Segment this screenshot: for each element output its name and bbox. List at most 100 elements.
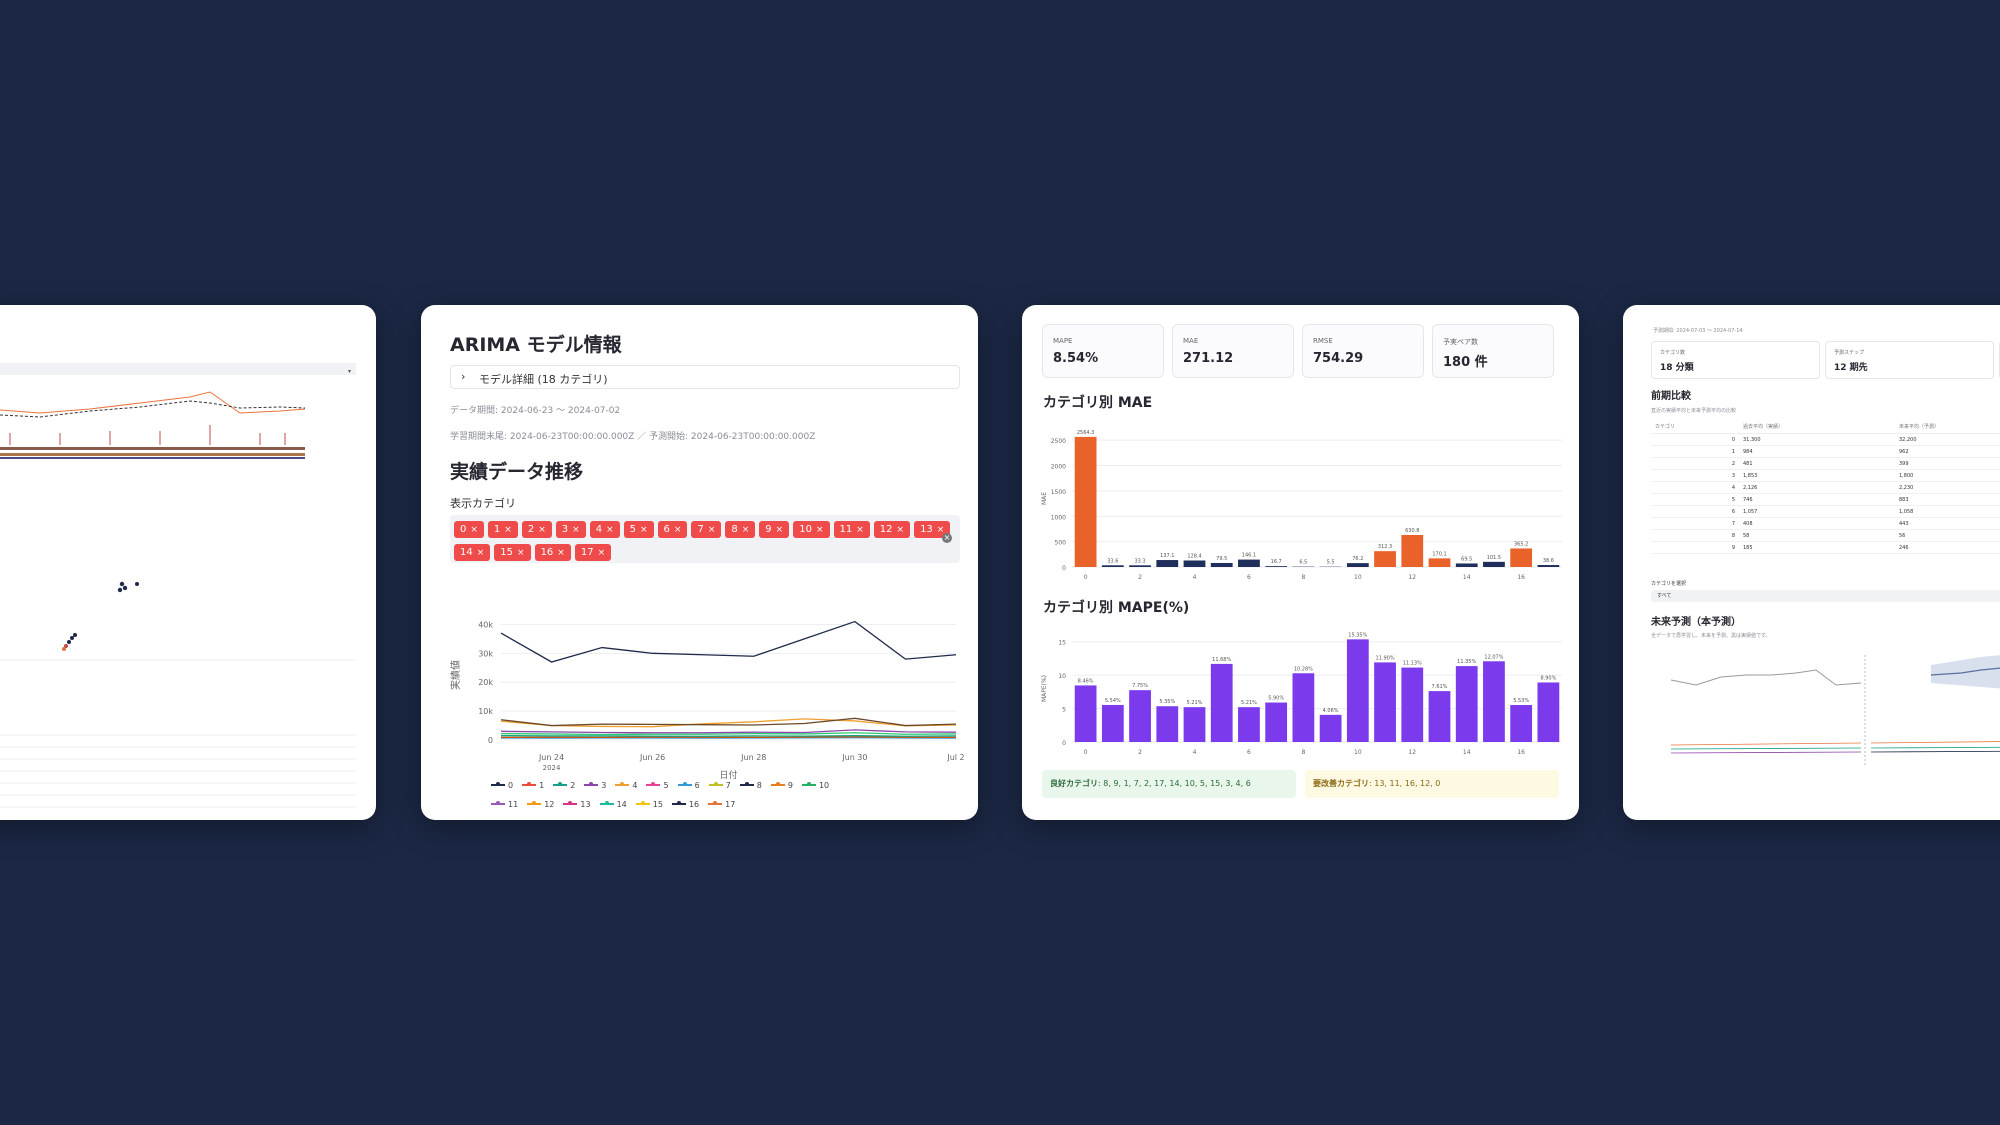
category-tag-7[interactable]: 7 × bbox=[691, 521, 722, 538]
bar-value-label: 5.5 bbox=[1327, 560, 1335, 566]
category-tag-4[interactable]: 4 × bbox=[589, 521, 620, 538]
category-tag-8[interactable]: 8 × bbox=[725, 521, 756, 538]
legend-item-13[interactable]: 13 bbox=[563, 800, 591, 809]
category-tag-2[interactable]: 2 × bbox=[521, 521, 552, 538]
bad-category-values: : 13, 11, 16, 12, 0 bbox=[1369, 779, 1441, 788]
legend-item-1[interactable]: 1 bbox=[522, 781, 544, 790]
y-tick-label: 10k bbox=[478, 707, 493, 716]
legend-item-7[interactable]: 7 bbox=[708, 781, 731, 790]
bar-category-7 bbox=[1265, 702, 1288, 742]
clear-icon[interactable]: × bbox=[942, 533, 952, 543]
card1-select-bar[interactable] bbox=[0, 363, 356, 375]
tag-remove-icon[interactable]: × bbox=[856, 524, 864, 535]
legend-label: 5 bbox=[663, 780, 669, 790]
legend-item-12[interactable]: 12 bbox=[527, 800, 554, 809]
bar-category-12 bbox=[1401, 667, 1424, 742]
tag-remove-icon[interactable]: × bbox=[741, 524, 750, 535]
bar-value-label: 128.4 bbox=[1187, 553, 1201, 559]
bar-value-label: 5.35% bbox=[1159, 699, 1175, 705]
y-tick-label: 0 bbox=[488, 736, 493, 745]
category-tag-1[interactable]: 1 × bbox=[487, 521, 518, 538]
category-select[interactable]: すべて bbox=[1651, 590, 2000, 602]
category-tag-0[interactable]: 0 × bbox=[454, 521, 484, 538]
card1-chevron-down-icon[interactable]: ▾ bbox=[348, 368, 351, 375]
model-info-title: ARIMA モデル情報 bbox=[450, 334, 622, 356]
card1-scatter bbox=[0, 581, 356, 661]
tag-remove-icon[interactable]: × bbox=[815, 524, 824, 535]
actuals-line-chart: 0 10k 20k 30k 40k Jun 24 Jun 26 Jun 28 Jun 30 Jul… bbox=[449, 620, 965, 780]
tag-remove-icon[interactable]: × bbox=[597, 547, 606, 558]
x-tick-label: Jul 2 bbox=[946, 753, 964, 762]
x-axis-label: 日付 bbox=[719, 770, 737, 780]
tag-remove-icon[interactable]: × bbox=[606, 524, 614, 535]
bar-category-11 bbox=[1374, 662, 1396, 742]
category-tag-11[interactable]: 11 × bbox=[833, 521, 870, 538]
category-tag-12[interactable]: 12 × bbox=[873, 521, 911, 538]
legend-item-0[interactable]: 0 bbox=[491, 781, 513, 790]
category-tag-16[interactable]: 16 × bbox=[534, 544, 571, 561]
legend-item-3[interactable]: 3 bbox=[584, 781, 606, 790]
bar-value-label: 6.5 bbox=[1299, 560, 1307, 566]
category-tag-10[interactable]: 10 × bbox=[793, 521, 830, 538]
tag-remove-icon[interactable]: × bbox=[470, 524, 478, 535]
category-tag-14[interactable]: 14 × bbox=[454, 544, 491, 561]
tag-remove-icon[interactable]: × bbox=[476, 547, 485, 558]
legend-item-6[interactable]: 6 bbox=[677, 781, 700, 790]
legend-item-2[interactable]: 2 bbox=[553, 781, 575, 790]
bar-value-label: 69.5 bbox=[1461, 556, 1472, 562]
model-detail-expander[interactable]: › モデル詳細 (18 カテゴリ) bbox=[450, 365, 960, 389]
bar-value-label: 38.6 bbox=[1543, 558, 1554, 564]
metric-label: MAE bbox=[1183, 337, 1199, 345]
legend-item-5[interactable]: 5 bbox=[646, 780, 669, 790]
bar-value-label: 7.75% bbox=[1132, 683, 1148, 689]
category-multiselect[interactable]: 0 × 1 × 2 × 3 × 4 × 5 × 6 × 7 × 8 × 9 × 10 × 11 × 12 × 13 × 14 × 15 × 16… bbox=[450, 515, 960, 563]
table-header-row: カテゴリ 過去平均（実績） 未来平均（予測） bbox=[1651, 420, 2000, 434]
category-tag-3[interactable]: 3 × bbox=[555, 521, 586, 538]
panel-accuracy-evaluation: MAPE 8.54% MAE 271.12 RMSE 754.29 予実ペア数 … bbox=[1022, 305, 1579, 820]
legend-item-9[interactable]: 9 bbox=[770, 781, 793, 790]
legend-item-10[interactable]: 10 bbox=[801, 781, 829, 790]
legend-item-11[interactable]: 11 bbox=[491, 800, 518, 809]
section-title: 実績データ推移 bbox=[450, 461, 584, 483]
tag-remove-icon[interactable]: × bbox=[538, 524, 546, 535]
tag-remove-icon[interactable]: × bbox=[673, 524, 682, 535]
table-cell: 1,853 bbox=[1739, 469, 1895, 482]
legend-item-17[interactable]: 17 bbox=[708, 800, 735, 809]
bar-category-9 bbox=[1319, 714, 1342, 742]
tag-remove-icon[interactable]: × bbox=[896, 524, 905, 535]
tag-remove-icon[interactable]: × bbox=[775, 524, 784, 535]
category-tag-17[interactable]: 17 × bbox=[574, 544, 612, 561]
x-tick-label: 10 bbox=[1354, 749, 1362, 756]
legend-item-4[interactable]: 4 bbox=[615, 781, 637, 790]
tag-remove-icon[interactable]: × bbox=[504, 524, 512, 535]
tag-remove-icon[interactable]: × bbox=[572, 524, 580, 535]
category-tag-6[interactable]: 6 × bbox=[657, 521, 688, 538]
legend-label: 8 bbox=[756, 780, 762, 790]
bar-category-10 bbox=[1346, 639, 1369, 742]
bar-category-15 bbox=[1483, 661, 1505, 742]
table-cell: 4 bbox=[1651, 481, 1739, 494]
table-cell: 6 bbox=[1651, 505, 1739, 518]
tag-remove-icon[interactable]: × bbox=[936, 524, 945, 535]
category-tag-9[interactable]: 9 × bbox=[759, 521, 790, 538]
category-tag-5[interactable]: 5 × bbox=[623, 521, 654, 538]
x-tick-label: 12 bbox=[1408, 574, 1416, 581]
category-tag-15[interactable]: 15 × bbox=[494, 544, 531, 561]
x-tick-label: 8 bbox=[1301, 749, 1305, 756]
category-tag-13[interactable]: 13 × bbox=[914, 521, 951, 538]
tag-remove-icon[interactable]: × bbox=[639, 524, 648, 535]
table-cell: 1,800 bbox=[1895, 469, 2000, 482]
legend-item-8[interactable]: 8 bbox=[739, 780, 762, 790]
bar-category-0 bbox=[1074, 436, 1097, 567]
legend-item-14[interactable]: 14 bbox=[599, 800, 627, 809]
table-row: 1 984 962 bbox=[1651, 445, 2000, 458]
tag-remove-icon[interactable]: × bbox=[557, 547, 565, 558]
legend-item-15[interactable]: 15 bbox=[635, 800, 663, 809]
table-cell: 3 bbox=[1651, 469, 1739, 482]
table-cell: 5 bbox=[1651, 493, 1739, 506]
tag-remove-icon[interactable]: × bbox=[517, 547, 525, 558]
tag-remove-icon[interactable]: × bbox=[707, 524, 716, 535]
legend-item-16[interactable]: 16 bbox=[671, 800, 699, 809]
bar-category-2 bbox=[1129, 690, 1151, 742]
y-tick-label: 40k bbox=[478, 620, 493, 629]
